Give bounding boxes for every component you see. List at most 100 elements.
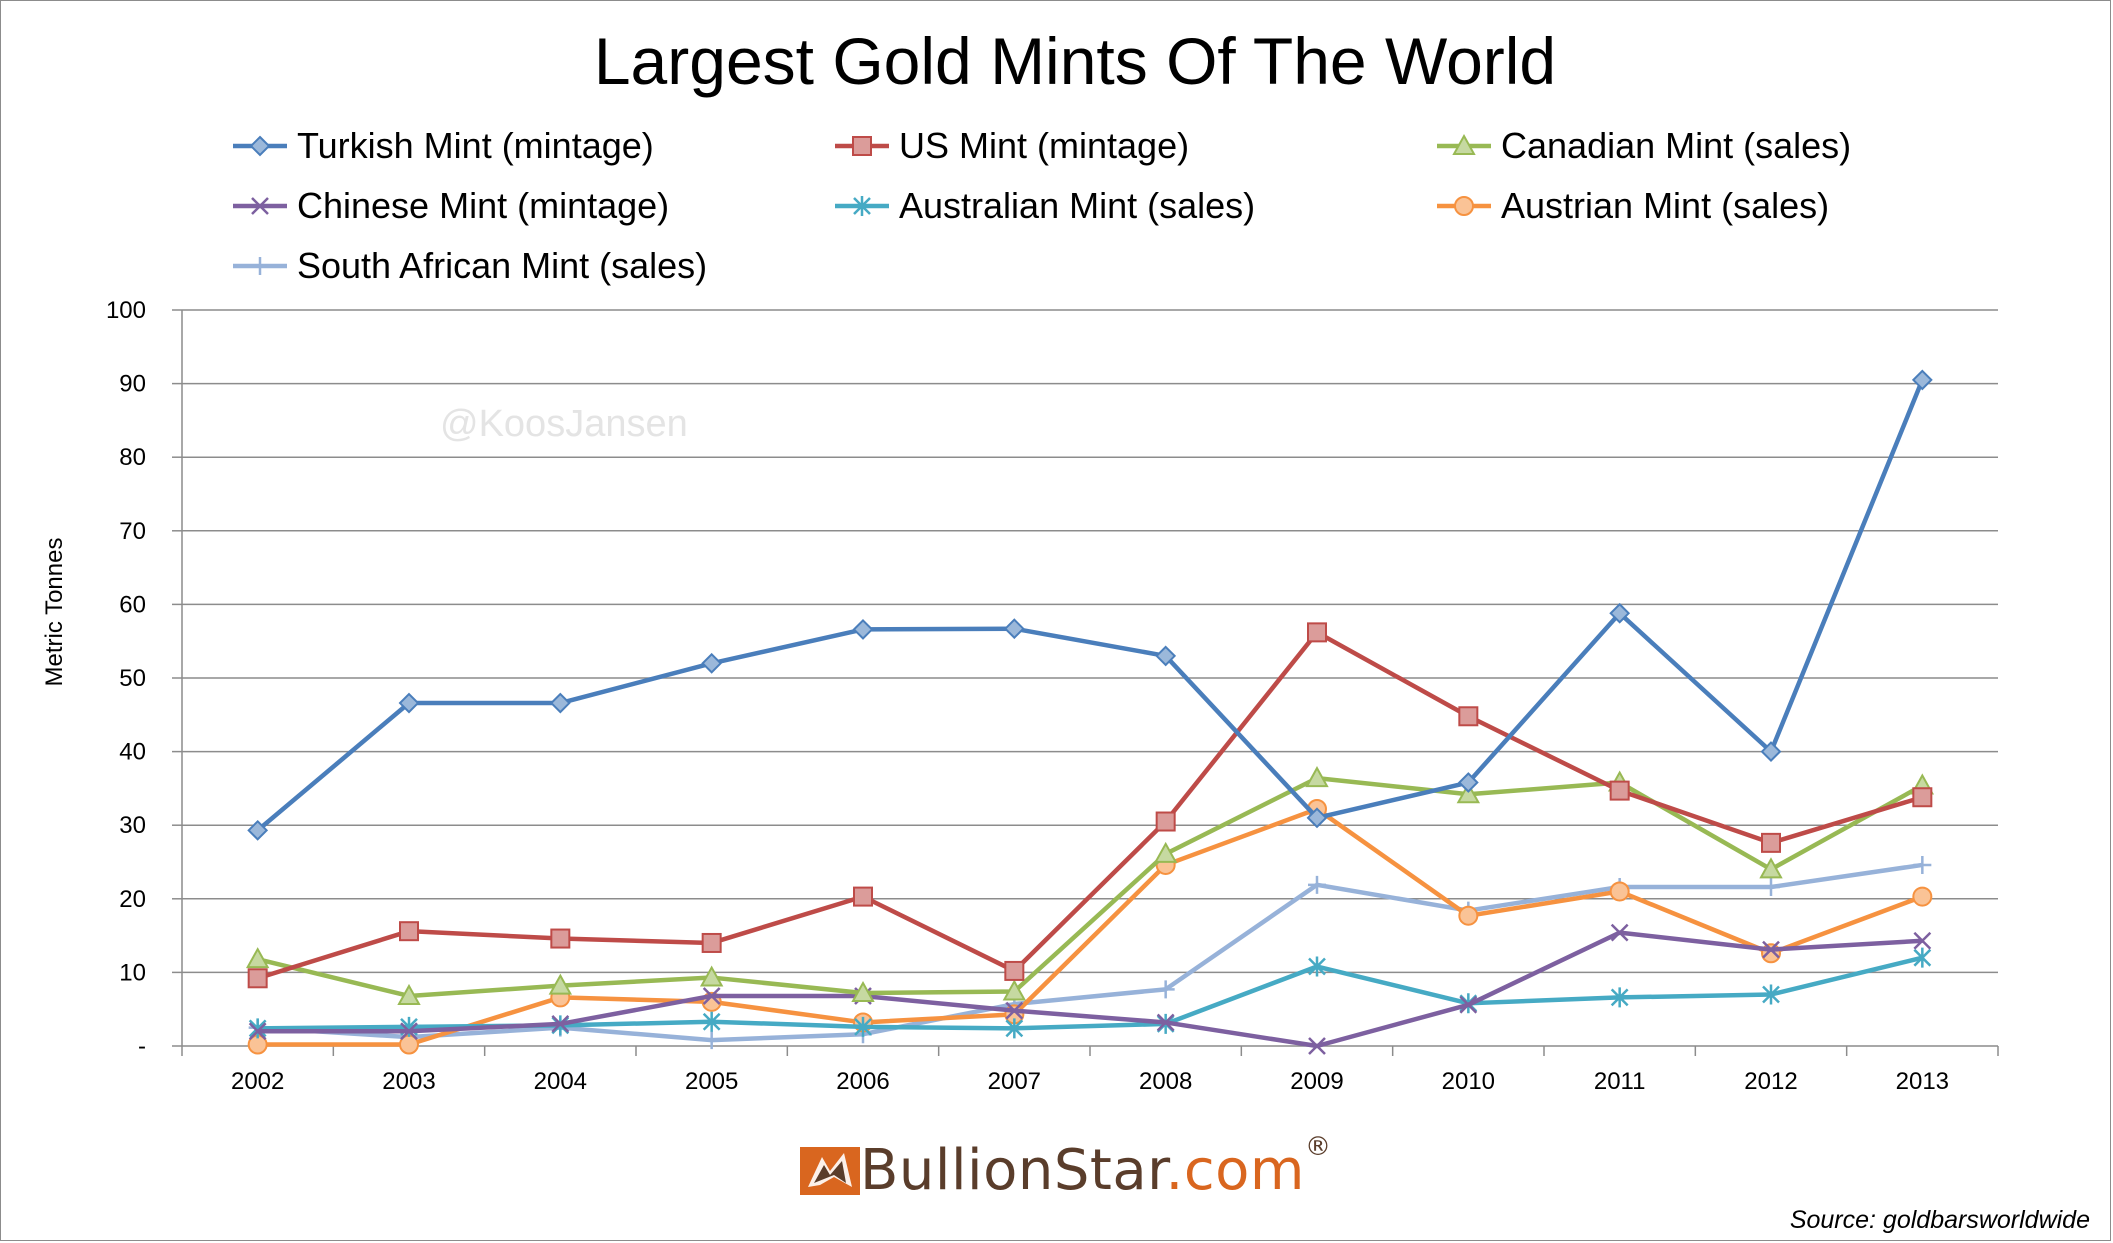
y-tick-label: 40 <box>119 739 146 766</box>
legend-marker <box>251 257 269 275</box>
y-tick-label: 60 <box>119 591 146 618</box>
legend-marker <box>249 135 271 157</box>
data-point <box>1912 886 1933 907</box>
data-point <box>701 932 722 953</box>
data-point <box>1762 984 1780 1005</box>
legend-item: Chinese Mint (mintage) <box>233 185 669 226</box>
x-tick-label: 2003 <box>382 1068 435 1095</box>
data-point <box>1307 622 1327 643</box>
series-line <box>257 806 1924 1047</box>
data-point <box>853 886 873 907</box>
data-point <box>248 1022 267 1041</box>
y-tick-label: 100 <box>106 297 146 324</box>
y-axis-label: Metric Tonnes <box>41 538 68 687</box>
data-point <box>400 1022 418 1041</box>
data-point <box>702 1011 721 1032</box>
data-point <box>1005 1018 1024 1039</box>
y-tick-label: 50 <box>119 665 146 692</box>
data-point <box>548 973 573 995</box>
data-point <box>1911 369 1933 391</box>
series-group <box>245 369 1935 1055</box>
x-tick-label: 2012 <box>1744 1068 1797 1095</box>
series-chinese-mint-mintage <box>248 923 1932 1055</box>
data-point <box>1155 811 1176 832</box>
data-point <box>1156 980 1175 999</box>
data-point <box>1609 780 1630 801</box>
data-point <box>1458 905 1479 926</box>
legend-item: Austrian Mint (sales) <box>1437 185 1829 226</box>
bullionstar-star-icon <box>800 1146 860 1195</box>
legend-marker <box>853 196 871 216</box>
x-tick-label: 2007 <box>988 1068 1041 1095</box>
series-austrian-mint-sales <box>247 799 1933 1055</box>
data-point <box>854 1016 872 1037</box>
legend-marker <box>251 197 269 215</box>
data-point <box>397 983 421 1005</box>
data-point <box>702 1031 721 1050</box>
data-point <box>247 819 269 841</box>
data-point <box>1609 881 1630 902</box>
y-tick-label: - <box>138 1033 146 1060</box>
x-tick-label: 2009 <box>1290 1068 1343 1095</box>
logo-registered-mark: ® <box>1304 1132 1332 1163</box>
data-point <box>398 692 420 714</box>
data-point <box>1913 947 1932 968</box>
data-point <box>248 1018 267 1039</box>
data-point <box>1762 878 1780 897</box>
data-point <box>247 968 268 989</box>
series-line <box>257 930 1923 1049</box>
legend-label: Australian Mint (sales) <box>899 185 1255 226</box>
legend-marker <box>852 136 872 156</box>
series-line <box>256 379 1925 833</box>
data-point <box>702 987 721 1005</box>
data-point <box>1155 645 1177 667</box>
data-point <box>1761 832 1781 853</box>
data-point <box>701 652 723 674</box>
legend-marker <box>1454 196 1474 216</box>
y-tick-label: 20 <box>119 886 146 913</box>
data-point <box>1459 995 1478 1014</box>
series-us-mint-mintage <box>247 622 1933 989</box>
data-point <box>550 928 571 949</box>
data-point <box>1456 782 1481 804</box>
data-point <box>1759 857 1783 879</box>
data-point <box>549 692 571 714</box>
axes: - 10 20 30 40 50 60 70 80 90 100 2002 2003 2004 2005 20… <box>106 297 1999 1095</box>
data-point <box>1610 923 1629 942</box>
legend: Turkish Mint (mintage) US Mint (mintage) C… <box>233 125 1851 286</box>
legend-label: South African Mint (sales) <box>297 245 707 286</box>
series-line <box>256 630 1923 981</box>
data-point <box>1913 855 1932 874</box>
y-tick-label: 80 <box>119 444 146 471</box>
data-point <box>1912 787 1933 808</box>
logo-text: BullionStar.com® <box>860 1132 1331 1203</box>
bullionstar-logo: BullionStar.com® <box>800 1132 1331 1203</box>
series-turkish-mint-mintage <box>247 369 1933 841</box>
data-point <box>1760 741 1782 763</box>
data-point <box>1457 772 1479 793</box>
legend-label: US Mint (mintage) <box>899 125 1189 166</box>
data-point <box>245 947 270 969</box>
chart-title: Largest Gold Mints Of The World <box>594 24 1556 98</box>
data-point <box>1762 940 1780 959</box>
source-label: Source: goldbarsworldwide <box>1790 1206 2090 1234</box>
x-tick-label: 2005 <box>685 1068 738 1095</box>
y-tick-label: 70 <box>119 518 146 545</box>
x-tick-label: 2010 <box>1442 1068 1495 1095</box>
legend-label: Turkish Mint (mintage) <box>297 125 654 166</box>
data-point <box>1308 956 1326 977</box>
data-point <box>699 965 724 987</box>
data-point <box>1306 807 1328 829</box>
data-point <box>1913 931 1932 950</box>
x-tick-label: 2011 <box>1594 1068 1646 1095</box>
data-point <box>551 1015 570 1033</box>
data-point <box>1002 979 1027 1001</box>
logo-name: BullionStar <box>860 1138 1166 1203</box>
data-point <box>1308 875 1326 894</box>
legend-label: Canadian Mint (sales) <box>1501 125 1851 166</box>
legend-label: Chinese Mint (mintage) <box>297 185 669 226</box>
x-tick-label: 2008 <box>1139 1068 1192 1095</box>
legend-item: South African Mint (sales) <box>233 245 707 286</box>
